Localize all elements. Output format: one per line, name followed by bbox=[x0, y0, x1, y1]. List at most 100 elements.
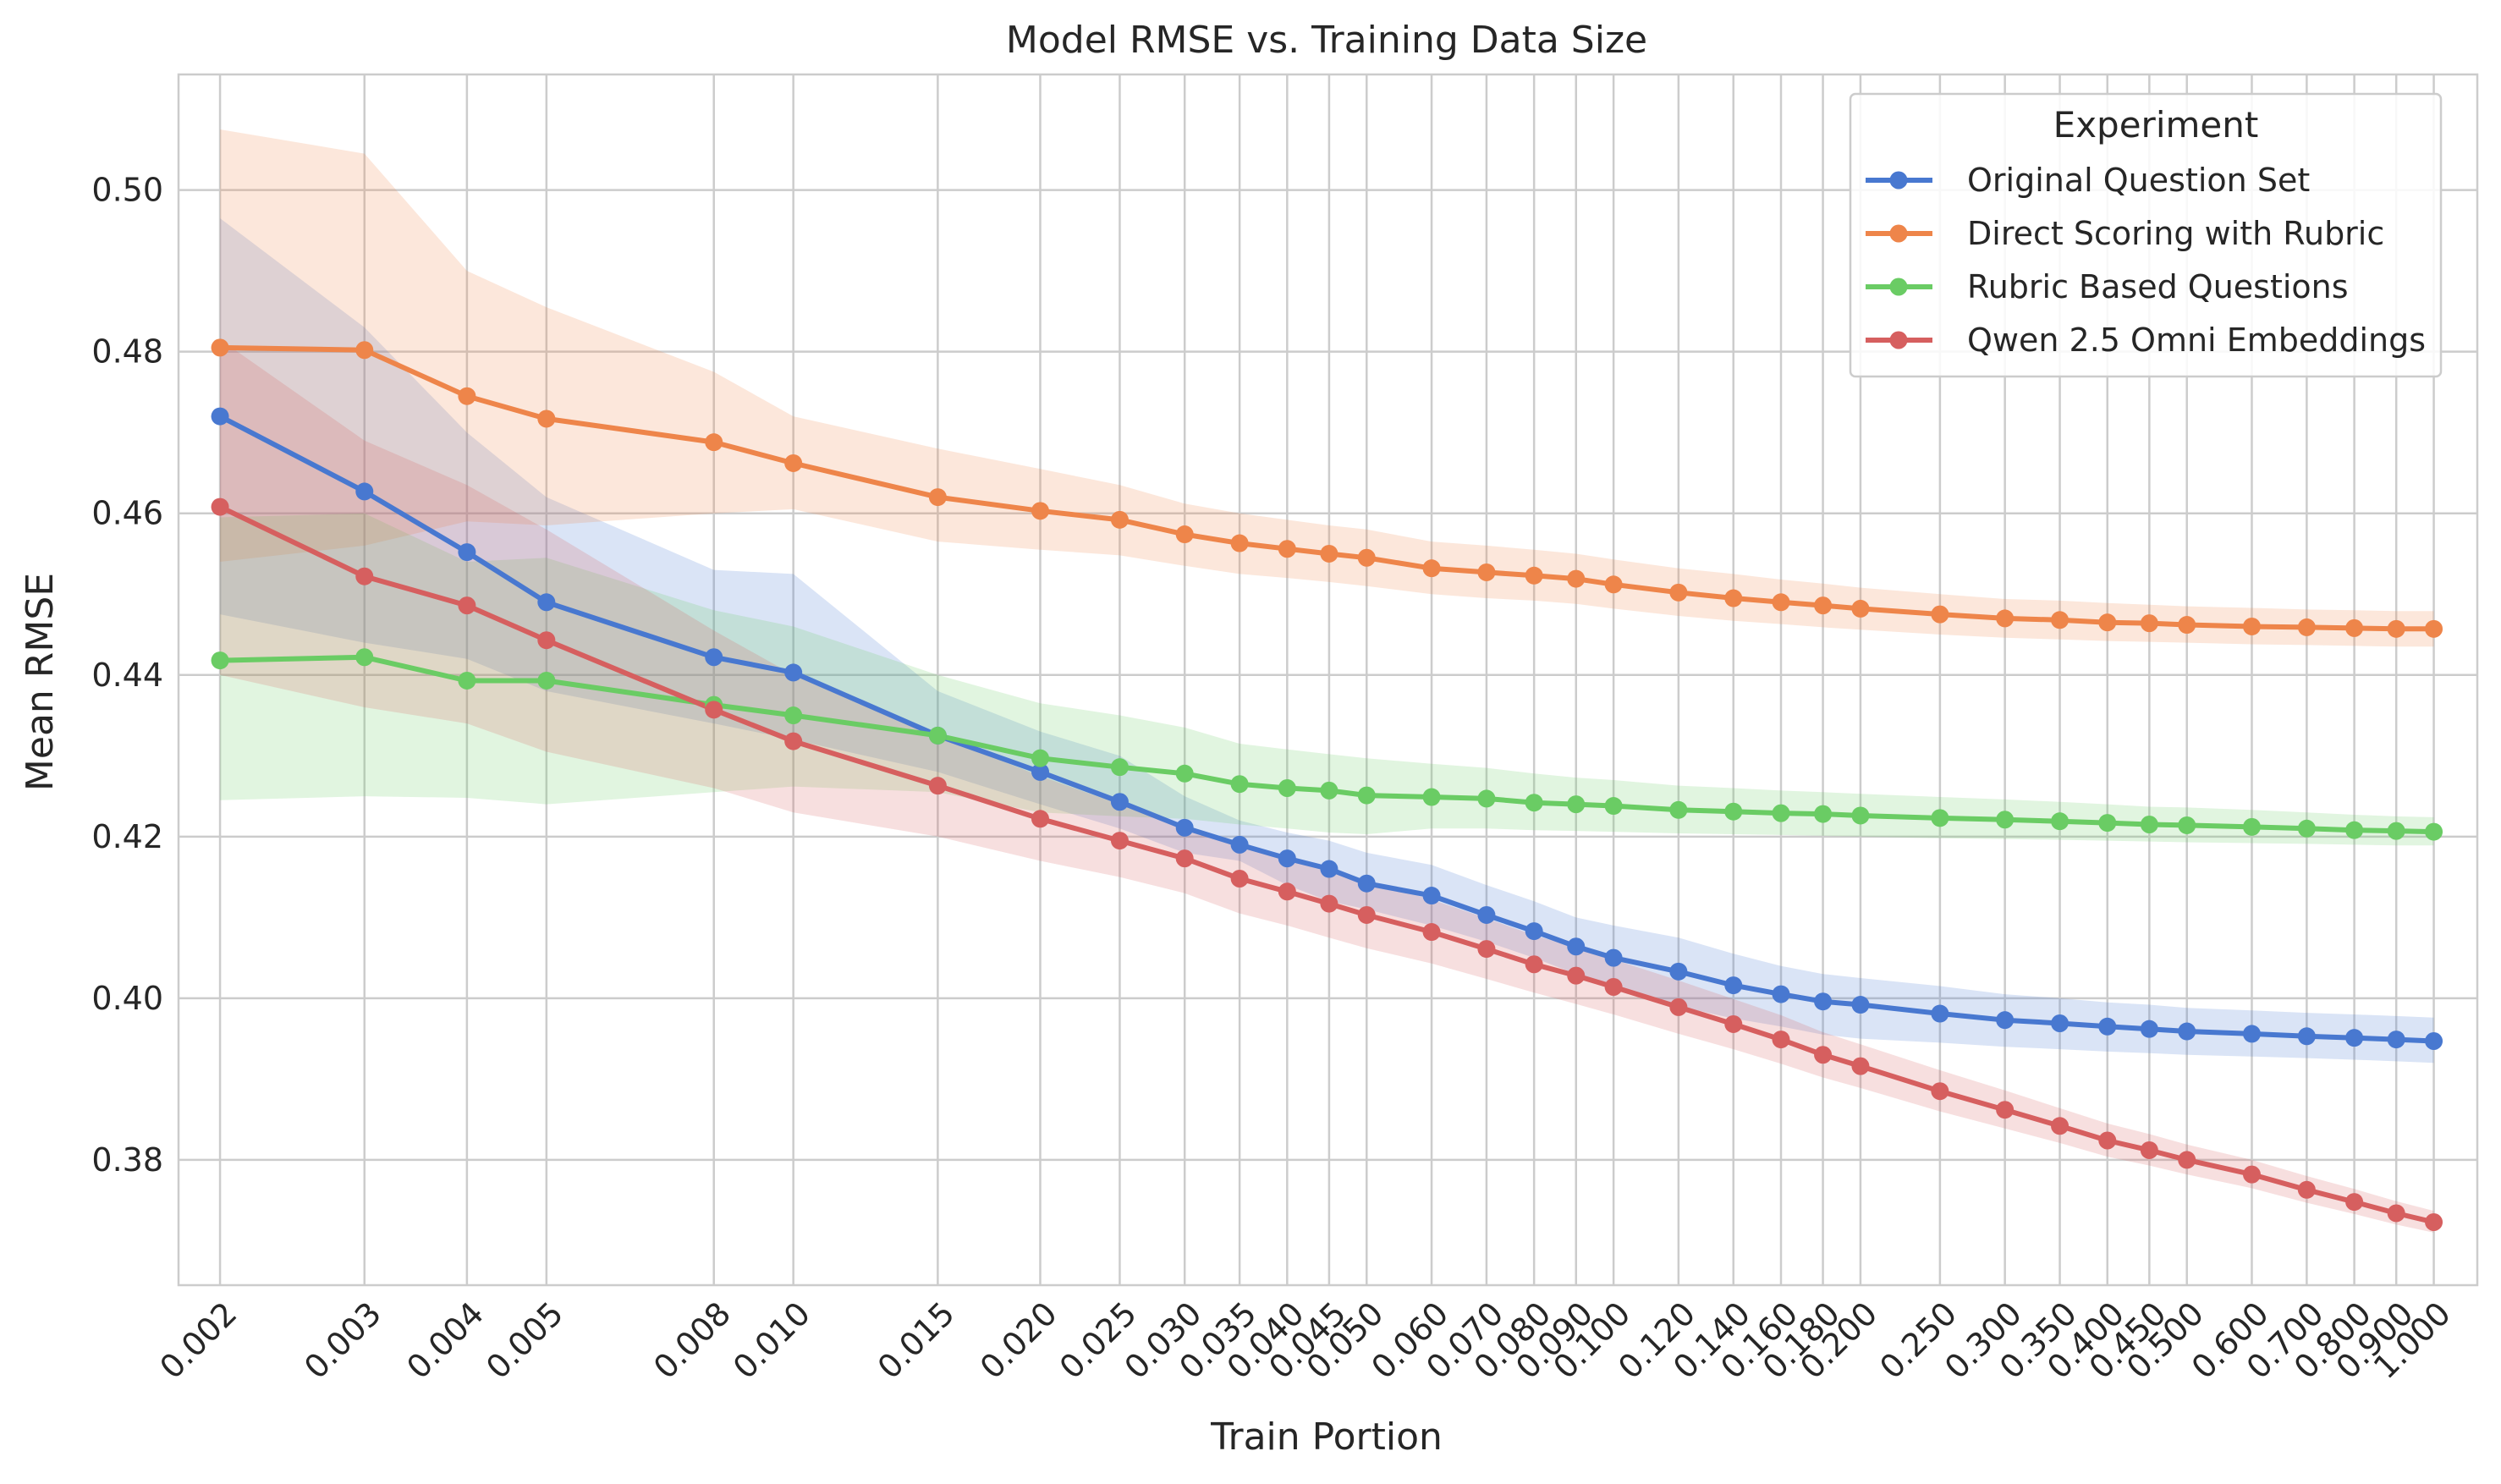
data-point bbox=[1851, 1057, 1870, 1075]
data-point bbox=[1357, 786, 1376, 805]
data-point bbox=[1175, 525, 1194, 544]
data-point bbox=[1669, 583, 1688, 602]
data-point bbox=[2051, 1117, 2070, 1135]
data-point bbox=[537, 409, 556, 428]
data-point bbox=[1724, 1014, 1743, 1033]
legend-label: Direct Scoring with Rubric bbox=[1967, 215, 2384, 252]
data-point bbox=[2140, 1140, 2158, 1159]
data-point bbox=[1996, 811, 2015, 829]
data-point bbox=[2242, 1025, 2261, 1043]
data-point bbox=[1567, 569, 1586, 588]
data-point bbox=[2425, 619, 2443, 638]
data-point bbox=[1477, 563, 1496, 581]
data-point bbox=[2345, 821, 2364, 839]
data-point bbox=[2242, 1165, 2261, 1184]
data-point bbox=[537, 671, 556, 690]
plot-frame bbox=[177, 73, 2479, 1287]
data-point bbox=[355, 341, 374, 360]
data-point bbox=[1669, 998, 1688, 1016]
data-point bbox=[2140, 614, 2158, 633]
data-point bbox=[784, 453, 803, 472]
data-point bbox=[1175, 849, 1194, 868]
legend-title: Experiment bbox=[2053, 104, 2259, 146]
y-tick-label: 0.50 bbox=[91, 172, 163, 209]
data-point bbox=[1422, 788, 1441, 806]
data-point bbox=[2098, 1131, 2117, 1150]
y-axis-title: Mean RMSE bbox=[19, 573, 62, 791]
data-point bbox=[1031, 749, 1049, 767]
data-point bbox=[2051, 1014, 2070, 1032]
data-point bbox=[1604, 948, 1623, 967]
data-point bbox=[1278, 779, 1296, 798]
data-point bbox=[1814, 596, 1833, 615]
data-point bbox=[1278, 540, 1296, 558]
y-axis-ticks: 0.38 0.40 0.42 0.44 0.46 0.48 0.50 bbox=[91, 172, 163, 1179]
data-point bbox=[1931, 1004, 1949, 1023]
data-point bbox=[2178, 1022, 2196, 1041]
data-point bbox=[2051, 812, 2070, 831]
data-point bbox=[1230, 534, 1249, 552]
data-point bbox=[705, 701, 723, 719]
data-point bbox=[1230, 869, 1249, 888]
legend-label: Original Question Set bbox=[1967, 162, 2310, 199]
data-point bbox=[1230, 835, 1249, 854]
data-point bbox=[1724, 589, 1743, 607]
data-point bbox=[1110, 758, 1129, 777]
data-point bbox=[2297, 1180, 2316, 1199]
data-point bbox=[458, 671, 476, 690]
y-tick-label: 0.46 bbox=[91, 495, 163, 532]
data-point bbox=[1175, 764, 1194, 783]
data-point bbox=[1669, 800, 1688, 819]
data-point bbox=[2345, 1029, 2364, 1047]
data-point bbox=[1669, 962, 1688, 981]
data-point bbox=[2297, 618, 2316, 636]
data-point bbox=[1320, 860, 1338, 878]
data-point bbox=[1567, 795, 1586, 814]
legend-marker bbox=[1889, 331, 1908, 349]
data-point bbox=[2425, 1032, 2443, 1051]
data-point bbox=[1996, 1011, 2015, 1030]
data-point bbox=[355, 482, 374, 501]
data-point bbox=[1230, 775, 1249, 794]
data-point bbox=[1851, 996, 1870, 1014]
data-point bbox=[2178, 816, 2196, 834]
data-point bbox=[1278, 849, 1296, 868]
data-point bbox=[1814, 805, 1833, 823]
data-point bbox=[2140, 1020, 2158, 1038]
data-point bbox=[211, 338, 229, 357]
data-point bbox=[2051, 611, 2070, 629]
data-point bbox=[2140, 815, 2158, 833]
data-point bbox=[1477, 905, 1496, 924]
data-point bbox=[355, 567, 374, 585]
data-point bbox=[1814, 992, 1833, 1011]
data-point bbox=[458, 387, 476, 405]
data-point bbox=[2387, 619, 2405, 638]
data-point bbox=[705, 433, 723, 452]
data-point bbox=[1320, 781, 1338, 800]
chart-title: Model RMSE vs. Training Data Size bbox=[1006, 19, 1647, 62]
data-point bbox=[928, 488, 947, 507]
data-point bbox=[1175, 818, 1194, 837]
data-point bbox=[1724, 802, 1743, 821]
data-point bbox=[2242, 617, 2261, 635]
data-point bbox=[1110, 832, 1129, 850]
confidence-band bbox=[220, 513, 2434, 846]
data-point bbox=[1996, 1101, 2015, 1119]
legend-marker bbox=[1889, 224, 1908, 243]
data-point bbox=[1320, 894, 1338, 913]
data-point bbox=[1525, 955, 1543, 974]
legend-items: Original Question Set Direct Scoring with… bbox=[1866, 162, 2426, 359]
data-point bbox=[2178, 616, 2196, 635]
data-point bbox=[211, 407, 229, 426]
data-point bbox=[705, 648, 723, 667]
data-point bbox=[1031, 502, 1049, 520]
data-point bbox=[1278, 882, 1296, 901]
data-point bbox=[2387, 822, 2405, 840]
data-point bbox=[1357, 548, 1376, 567]
data-point bbox=[2297, 819, 2316, 838]
data-point bbox=[1604, 978, 1623, 997]
data-point bbox=[928, 726, 947, 745]
data-point bbox=[1851, 599, 1870, 618]
legend-marker bbox=[1889, 278, 1908, 296]
